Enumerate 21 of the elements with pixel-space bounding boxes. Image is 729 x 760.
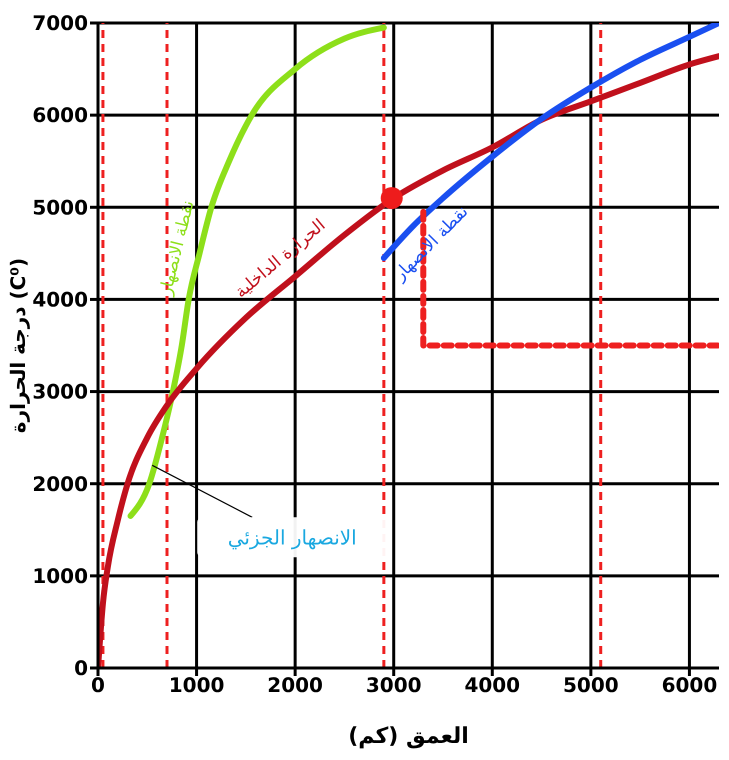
text: الحرارة الداخلية (231, 215, 330, 302)
x-tick-label: 2000 (267, 673, 323, 698)
x-tick-label: 3000 (366, 673, 422, 698)
y-tick-label: 7000 (32, 11, 88, 36)
x-tick-label: 6000 (662, 673, 718, 698)
x-axis-title: العمق (كم) (348, 724, 469, 749)
y-tick-label: 6000 (32, 103, 88, 128)
x-tick-label: 4000 (464, 673, 520, 698)
y-tick-label: 0 (74, 656, 88, 680)
y-tick-label: 4000 (32, 288, 88, 312)
text: نقطة الانصهار (389, 202, 472, 286)
annotation: الانصهار الجزئي (228, 525, 357, 550)
x-tick-label: 1000 (168, 673, 224, 698)
x-tick-label: 0 (91, 673, 105, 698)
text: نقطة الانصهار (156, 198, 198, 298)
y-tick-label: 2000 (32, 472, 88, 496)
y-tick-label: 1000 (32, 564, 88, 588)
x-tick-label: 5000 (563, 673, 619, 698)
y-axis-title: درجة الحرارة (C⁰) (6, 258, 30, 434)
y-tick-label: 3000 (32, 380, 88, 404)
y-tick-label: 5000 (32, 195, 88, 220)
